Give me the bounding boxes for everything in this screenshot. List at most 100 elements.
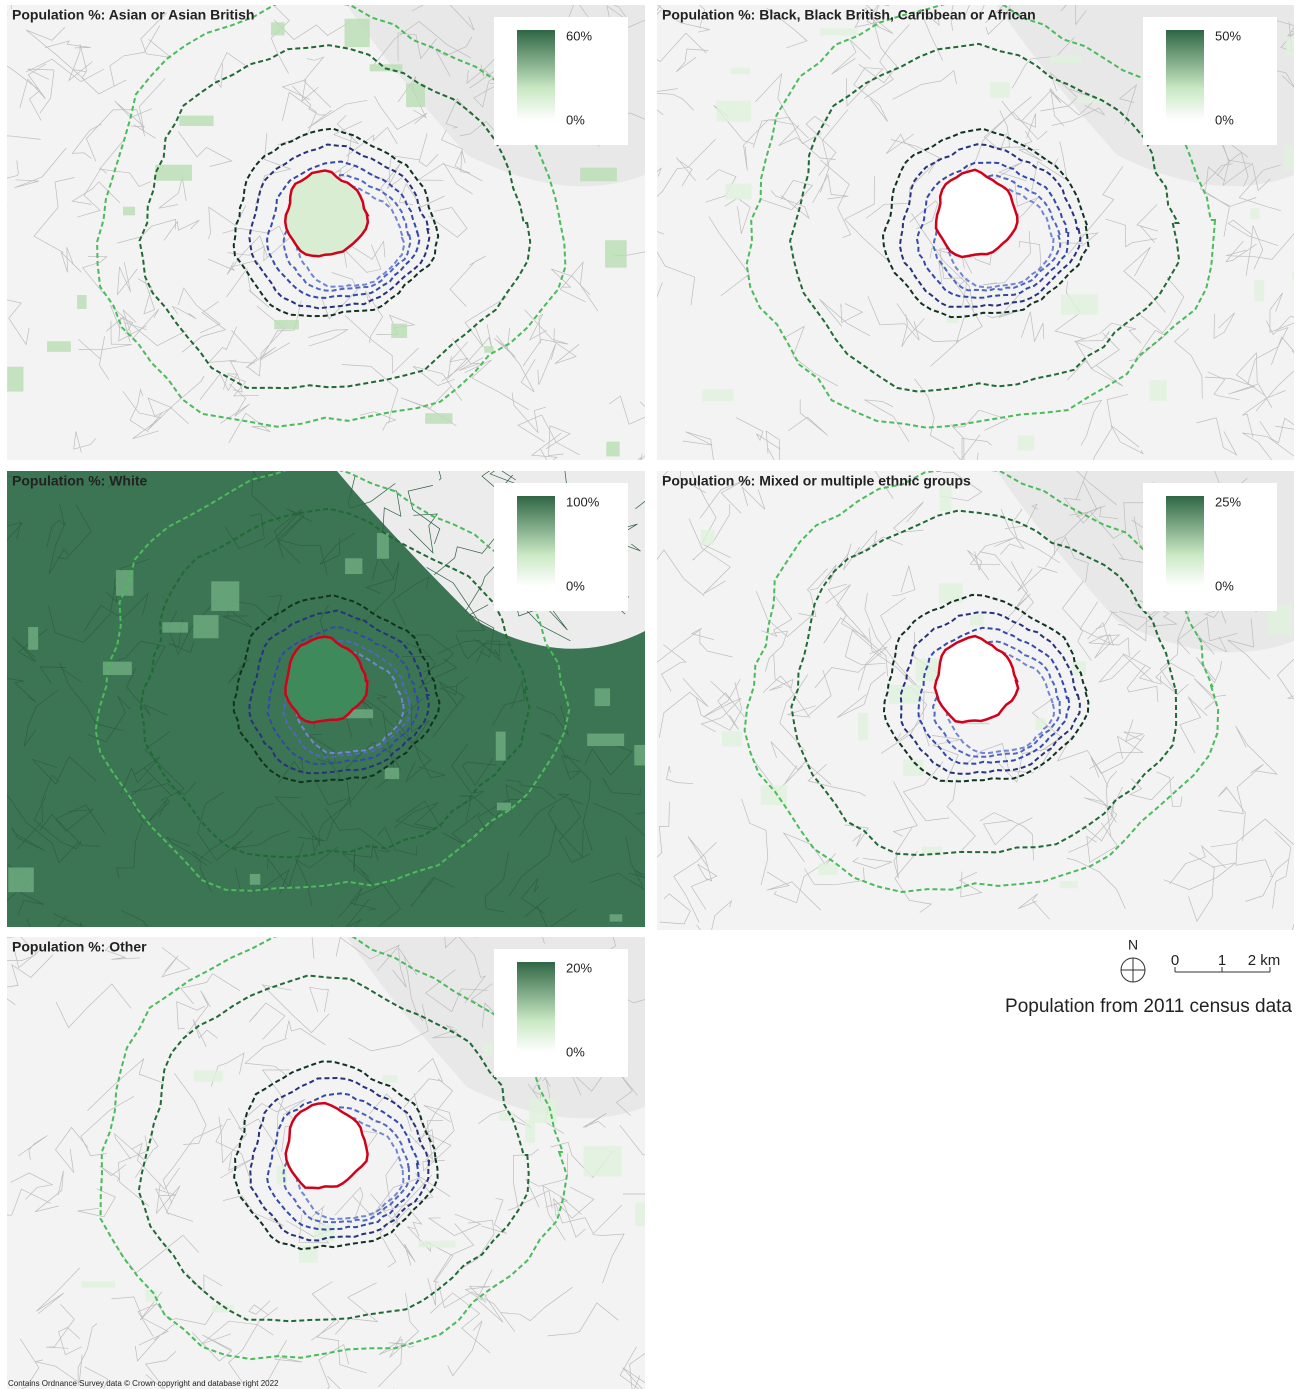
panel-title: Population %: Other xyxy=(12,939,147,955)
legend-min: 0% xyxy=(566,1044,585,1059)
figure: N 0 1 2 km Population from 2011 census d… xyxy=(0,0,1301,1389)
area-patch xyxy=(250,874,260,885)
area-patch xyxy=(377,533,389,559)
legend-max: 100% xyxy=(566,494,600,509)
scale-label: 0 xyxy=(1171,952,1179,969)
area-patch xyxy=(47,341,71,352)
caption: Population from 2011 census data xyxy=(1005,996,1292,1017)
area-patch xyxy=(970,614,984,626)
area-patch xyxy=(1150,380,1167,401)
legend-symbols: N 0 1 2 km Population from 2011 census d… xyxy=(1005,937,1292,1017)
scale-label: 2 km xyxy=(1248,952,1281,969)
area-patch xyxy=(418,1241,455,1248)
area-patch xyxy=(1060,881,1078,888)
area-patch xyxy=(1292,272,1301,279)
area-patch xyxy=(587,734,624,746)
legend-min: 0% xyxy=(566,578,585,593)
area-patch xyxy=(990,82,1010,98)
area-patch xyxy=(82,1282,116,1288)
area-patch xyxy=(406,83,425,107)
area-patch xyxy=(162,622,188,632)
area-patch xyxy=(484,346,493,353)
area-patch xyxy=(635,1202,664,1226)
area-patch xyxy=(858,713,868,740)
legend-gradient xyxy=(1166,30,1204,120)
area-patch xyxy=(155,165,192,181)
area-patch xyxy=(939,583,963,602)
area-patch xyxy=(634,745,650,766)
north-label: N xyxy=(1128,937,1138,953)
area-patch xyxy=(818,863,838,875)
area-patch xyxy=(123,207,135,216)
legend-max: 50% xyxy=(1215,28,1241,43)
boundary-line xyxy=(0,14,8,44)
area-patch xyxy=(385,768,399,779)
area-patch xyxy=(1073,661,1086,675)
area-patch xyxy=(717,100,751,121)
legend-box xyxy=(494,483,628,611)
area-patch xyxy=(193,615,218,638)
area-patch xyxy=(499,1112,513,1120)
area-patch xyxy=(1254,280,1264,301)
attribution: Contains Ordnance Survey data © Crown co… xyxy=(8,1379,279,1388)
area-patch xyxy=(483,1043,493,1057)
panel-title: Population %: Black, Black British, Cari… xyxy=(662,7,1036,23)
legend-box xyxy=(1143,17,1277,145)
legend-min: 0% xyxy=(1215,578,1234,593)
legend-min: 0% xyxy=(1215,112,1234,127)
area-patch xyxy=(1250,208,1259,219)
legend-gradient xyxy=(517,496,555,586)
area-patch xyxy=(179,116,213,126)
area-patch xyxy=(525,1120,535,1143)
area-patch xyxy=(1050,55,1081,63)
area-patch xyxy=(8,868,34,893)
legend-max: 25% xyxy=(1215,494,1241,509)
area-patch xyxy=(345,558,362,574)
map-panel: Population %: Mixed or multiple ethnic g… xyxy=(640,449,1301,991)
area-patch xyxy=(889,685,921,704)
area-patch xyxy=(610,914,623,921)
area-patch xyxy=(391,324,407,338)
area-patch xyxy=(606,442,619,457)
area-patch xyxy=(194,1070,223,1081)
legend-box xyxy=(494,17,628,145)
legend-box xyxy=(1143,483,1277,611)
area-patch xyxy=(701,530,715,545)
map-panel: Population %: Black, Black British, Cari… xyxy=(593,0,1301,481)
area-patch xyxy=(1286,37,1299,57)
area-patch xyxy=(731,68,750,74)
legend-min: 0% xyxy=(566,112,585,127)
area-patch xyxy=(383,1075,397,1082)
area-patch xyxy=(605,240,627,267)
legend-gradient xyxy=(1166,496,1204,586)
area-patch xyxy=(940,485,952,511)
panel-title: Population %: White xyxy=(12,473,148,489)
legend-gradient xyxy=(517,30,555,120)
map-panel: Population %: Asian or Asian British60%0… xyxy=(0,0,679,487)
legend-max: 60% xyxy=(566,28,592,43)
legend-box xyxy=(494,949,628,1077)
area-patch xyxy=(1018,435,1035,450)
area-patch xyxy=(722,731,742,746)
area-patch xyxy=(345,19,370,47)
area-patch xyxy=(725,184,751,200)
panel-title: Population %: Mixed or multiple ethnic g… xyxy=(662,473,971,489)
area-patch xyxy=(584,1146,622,1176)
area-patch xyxy=(702,389,733,401)
area-patch xyxy=(7,367,23,392)
area-patch xyxy=(497,803,511,811)
area-patch xyxy=(496,732,506,761)
area-patch xyxy=(274,320,299,329)
area-patch xyxy=(1061,294,1098,314)
area-patch xyxy=(580,168,617,182)
area-patch xyxy=(529,1098,557,1123)
map-panel: Population %: Other20%0% xyxy=(0,879,698,1389)
scale-label: 1 xyxy=(1218,952,1226,969)
area-patch xyxy=(211,581,239,611)
area-patch xyxy=(28,627,38,650)
area-patch xyxy=(1284,146,1301,170)
area-patch xyxy=(425,413,452,424)
map-panel: Population %: White 100% 0% xyxy=(0,425,708,986)
area-patch xyxy=(595,688,610,706)
area-patch xyxy=(271,22,285,35)
